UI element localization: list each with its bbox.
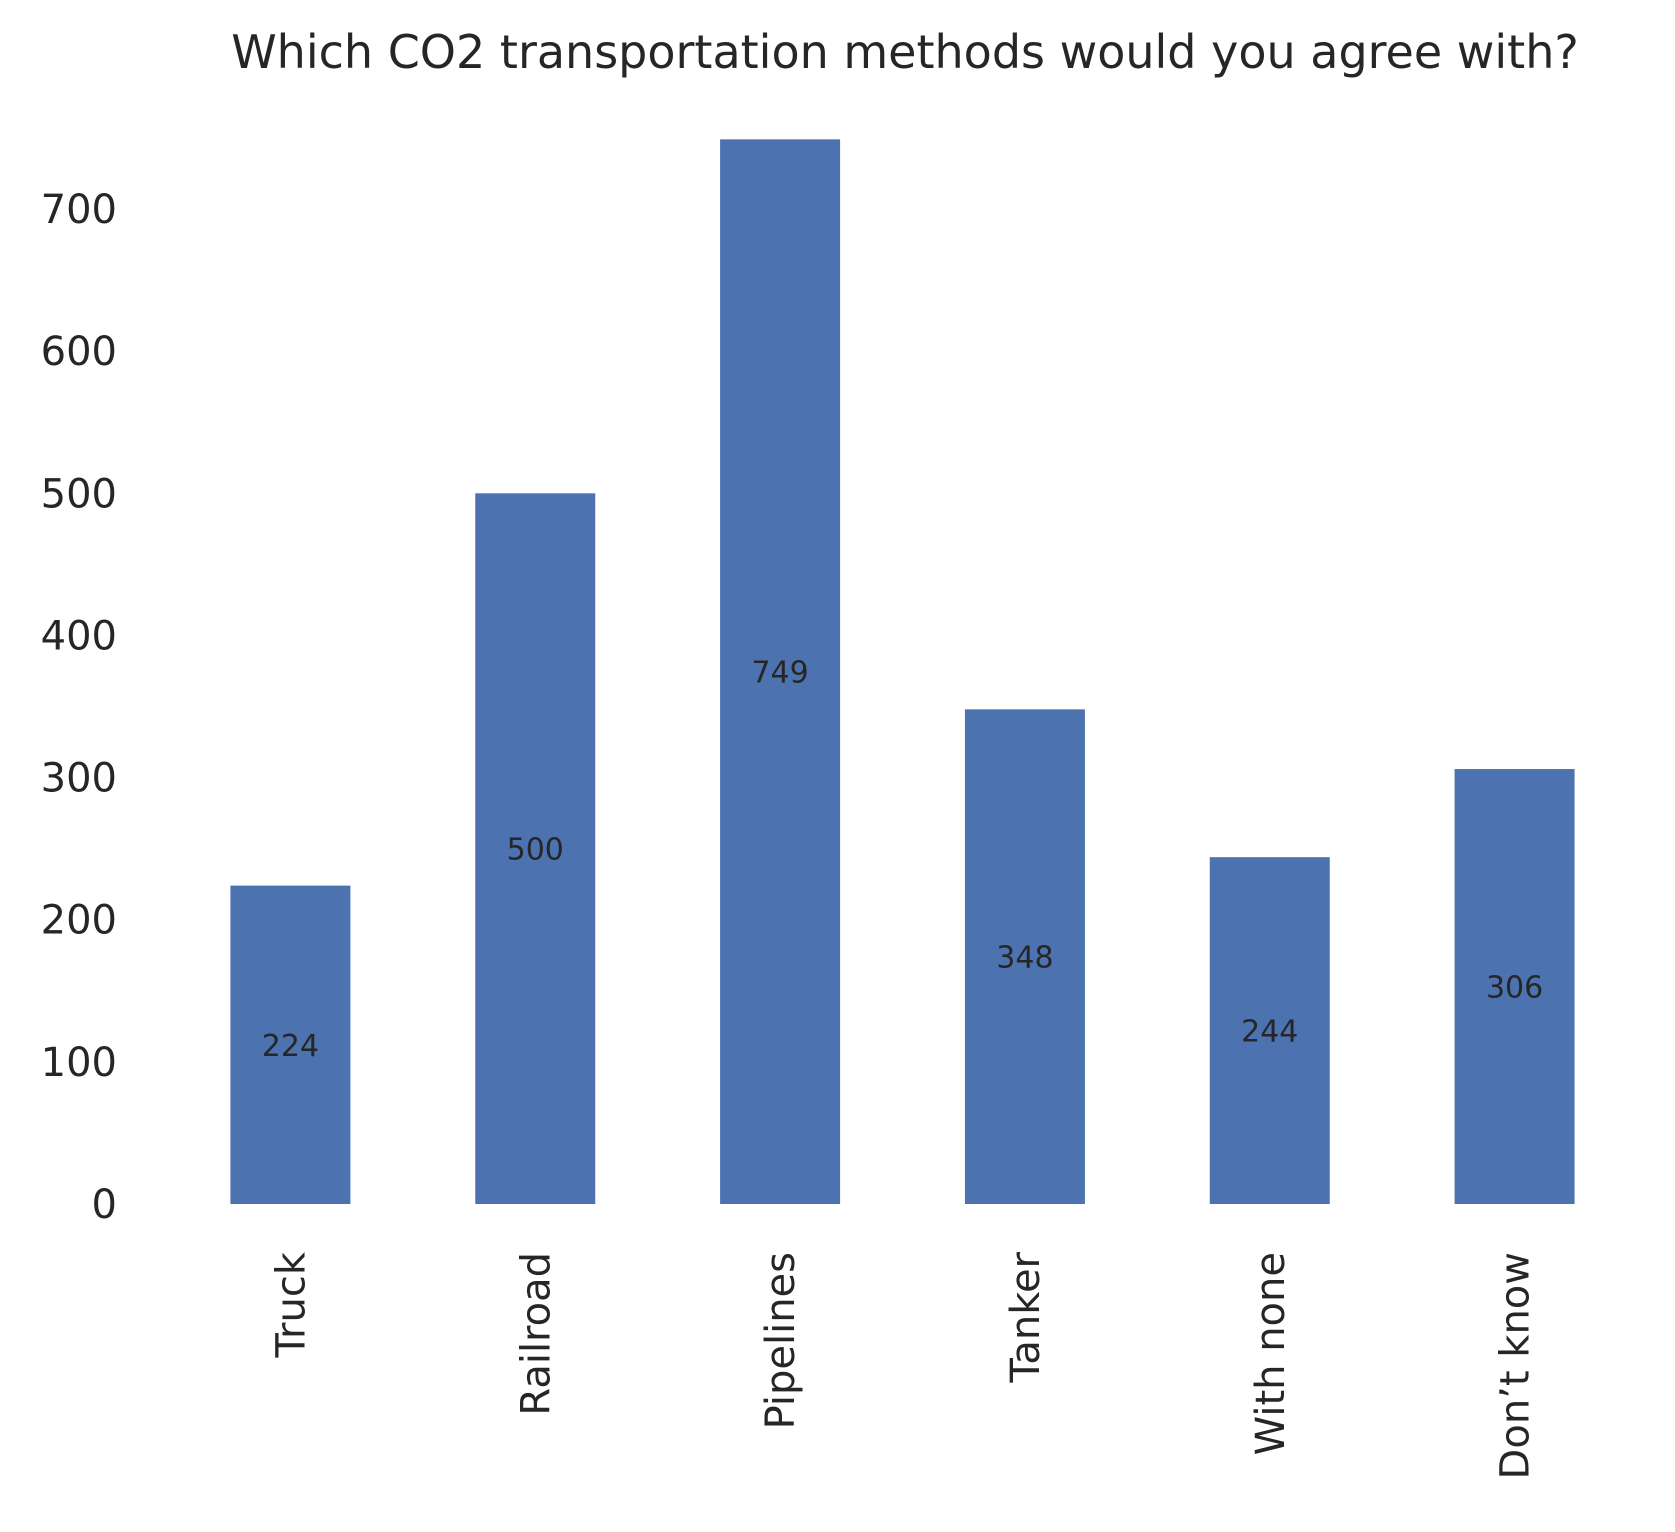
y-tick-label: 100	[41, 1040, 117, 1086]
data-labels-group: 224 500 749 348 244 306	[262, 656, 1543, 1064]
y-tick-label: 400	[41, 613, 117, 659]
x-tick-label: Truck	[268, 1251, 314, 1358]
y-tick-label: 700	[41, 187, 117, 233]
bar-value-label: 224	[262, 1029, 319, 1064]
bar-value-label: 306	[1486, 971, 1543, 1006]
x-tick-label: Don’t know	[1493, 1252, 1539, 1479]
y-tick-label: 500	[41, 471, 117, 517]
bar	[230, 885, 351, 1204]
y-tick-label: 200	[41, 898, 117, 944]
x-tick-label: Tanker	[1003, 1251, 1049, 1383]
bars-group	[230, 139, 1575, 1205]
bar	[1454, 769, 1575, 1204]
x-axis-tick-labels: Truck Railroad Pipelines Tanker With none Don…	[268, 1251, 1538, 1479]
bar	[1209, 857, 1330, 1204]
chart-title: Which CO2 transportation methods would y…	[231, 25, 1579, 79]
bar-value-label: 348	[996, 941, 1053, 976]
y-tick-label: 0	[92, 1182, 117, 1228]
bar-value-label: 500	[507, 833, 564, 868]
bar-value-label: 749	[751, 656, 808, 691]
bar	[475, 493, 596, 1204]
x-tick-label: With none	[1248, 1252, 1294, 1455]
x-tick-label: Railroad	[513, 1252, 559, 1416]
bar	[720, 139, 841, 1205]
x-tick-label: Pipelines	[758, 1252, 804, 1429]
y-tick-label: 600	[41, 329, 117, 375]
bar-value-label: 244	[1241, 1015, 1298, 1050]
y-axis-tick-labels: 0 100 200 300 400 500 600 700	[41, 187, 117, 1228]
bar	[964, 709, 1085, 1204]
y-tick-label: 300	[41, 756, 117, 802]
